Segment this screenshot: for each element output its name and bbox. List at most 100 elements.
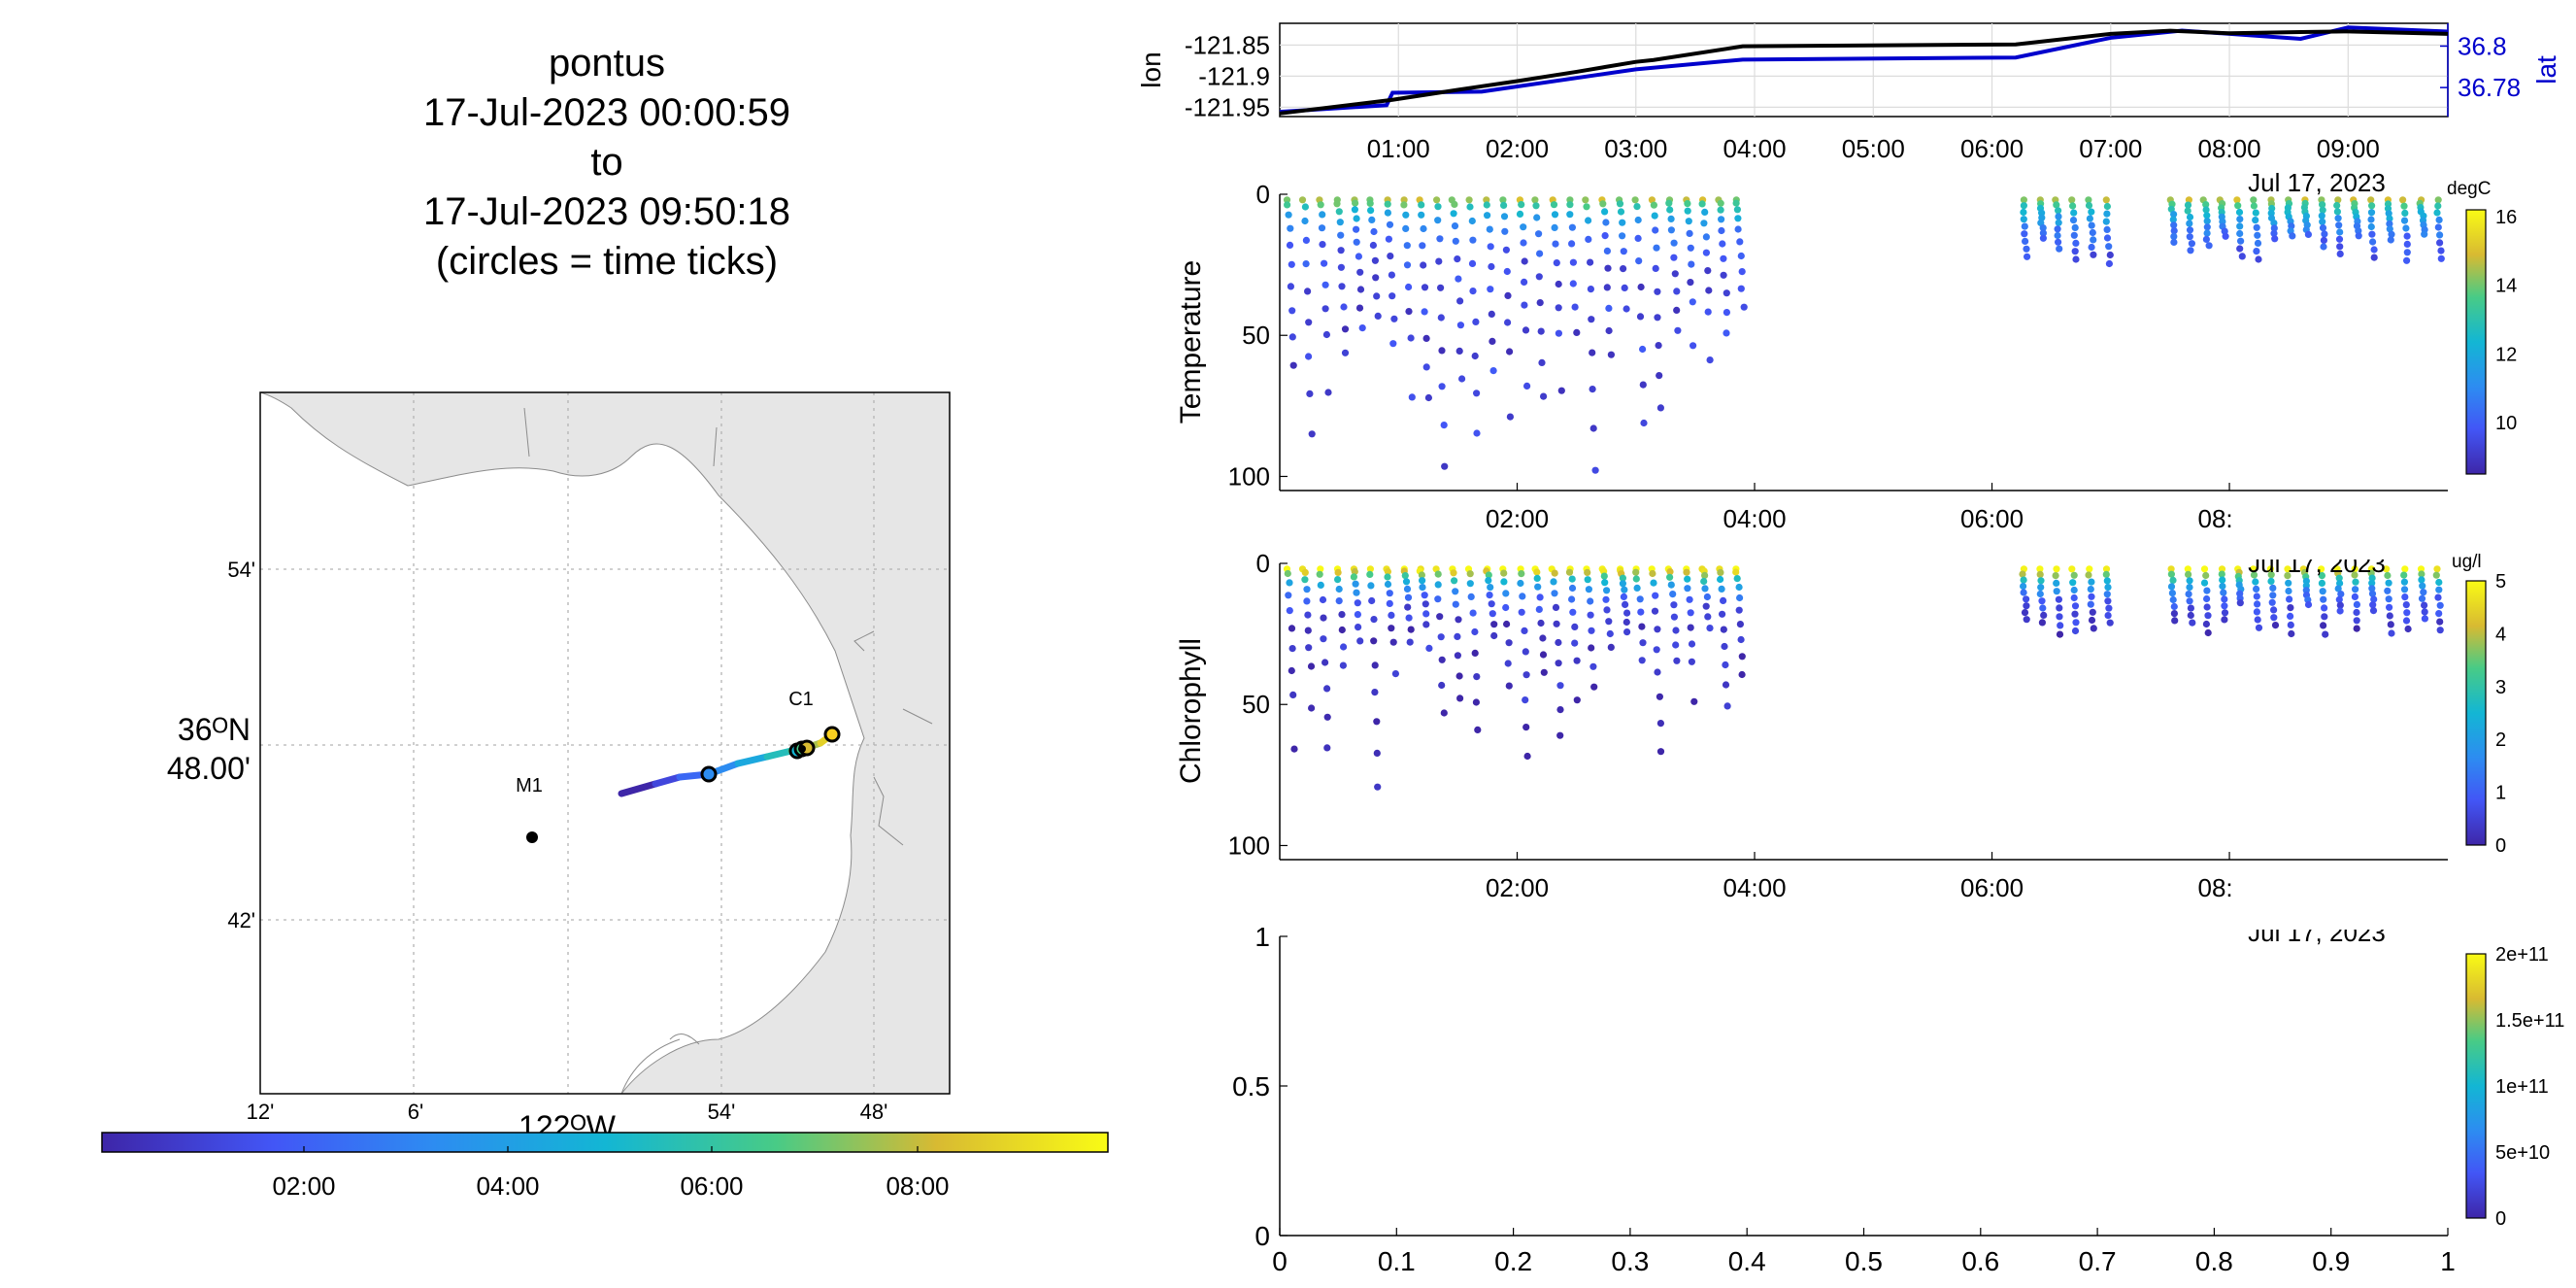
data-point [1469, 236, 1477, 244]
time-tick-circle [823, 726, 841, 743]
data-point [1289, 361, 1297, 369]
data-point [1552, 240, 1559, 248]
data-point [2420, 589, 2427, 596]
data-point [1655, 342, 1662, 350]
data-point [1588, 316, 1595, 323]
mooring-m1-label: M1 [516, 775, 543, 797]
data-point [1556, 706, 1564, 714]
data-point [2103, 225, 2111, 233]
data-point [1539, 634, 1547, 642]
map-grid [260, 392, 950, 1094]
data-point [1502, 246, 1510, 254]
data-point [1355, 624, 1362, 631]
data-point [2368, 202, 2376, 210]
data-point [1319, 211, 1326, 219]
data-point [2221, 602, 2228, 610]
data-point [2320, 236, 2327, 244]
data-point [1308, 704, 1316, 712]
data-point [2437, 247, 2445, 254]
data-point [1438, 347, 1446, 355]
data-point [2353, 625, 2360, 632]
data-point [1389, 340, 1397, 348]
data-point [2352, 586, 2359, 593]
data-point [1341, 349, 1350, 356]
data-point [1568, 575, 1576, 583]
data-point [1673, 288, 1681, 295]
data-point [1333, 200, 1341, 208]
data-point [1501, 227, 1509, 235]
data-point [1702, 249, 1710, 256]
data-point [1601, 208, 1609, 216]
data-point [1667, 581, 1675, 589]
data-point [1305, 319, 1313, 326]
data-point [1533, 214, 1541, 221]
data-point [2319, 206, 2326, 214]
data-point [1407, 334, 1415, 342]
data-point [1603, 284, 1611, 291]
data-point [1466, 580, 1474, 588]
data-point [1587, 611, 1594, 619]
data-point [2170, 211, 2178, 219]
data-point [1651, 212, 1658, 220]
data-point [2402, 601, 2410, 609]
data-point [1683, 568, 1690, 576]
data-point [1582, 196, 1589, 204]
data-point [2037, 584, 2045, 592]
data-point [1405, 283, 1413, 291]
data-point [1420, 224, 1427, 233]
x-tick-label: 06:00 [1960, 873, 2024, 902]
data-point [2184, 207, 2191, 215]
data-point [1632, 575, 1640, 583]
data-point [1623, 628, 1631, 636]
data-point [1419, 584, 1426, 592]
colorbar-tick-label: 1 [2495, 783, 2506, 804]
data-point [2418, 576, 2425, 584]
data-point [2253, 223, 2260, 231]
data-point [1422, 621, 1430, 628]
data-point [2200, 565, 2209, 573]
data-point [2038, 619, 2046, 627]
data-point [1465, 196, 1473, 204]
data-point [1540, 392, 1548, 400]
data-point [2023, 616, 2030, 624]
y2-tick-label: 36.8 [2458, 31, 2507, 60]
data-point [2104, 584, 2112, 592]
data-point [2287, 604, 2294, 612]
data-point [1551, 590, 1558, 597]
data-point [1605, 304, 1613, 312]
data-point [2219, 218, 2226, 225]
data-point [1704, 308, 1712, 316]
data-point [1469, 288, 1477, 295]
data-point [2421, 601, 2428, 609]
data-point [2020, 216, 2027, 223]
empty-panel: 0 0.1 0.2 0.3 0.4 0.5 0.6 0.7 0.8 0.9 100.51 Jul 1… [1232, 918, 2564, 1276]
data-point [1301, 217, 1309, 225]
data-point [1419, 242, 1426, 250]
data-point [1639, 345, 1647, 354]
data-point [2088, 208, 2095, 216]
data-point [1689, 342, 1697, 350]
data-point [1340, 643, 1348, 651]
data-point [1517, 579, 1524, 588]
data-point [1717, 206, 1724, 214]
data-point [1450, 569, 1457, 577]
data-point [1684, 200, 1691, 208]
data-point [1522, 648, 1529, 656]
data-point [1537, 327, 1545, 335]
data-point [1700, 577, 1708, 586]
data-point [2054, 231, 2061, 240]
data-point [2056, 630, 2064, 638]
data-point [2089, 608, 2096, 616]
data-point [1640, 419, 1648, 427]
data-point [1690, 697, 1698, 705]
data-point [2320, 622, 2327, 629]
data-point [2202, 620, 2210, 628]
data-point [1455, 275, 1462, 283]
data-point [2039, 604, 2047, 612]
colorbar-tick-0200: 02:00 [272, 1171, 335, 1201]
data-point [2039, 229, 2047, 237]
data-point [1670, 239, 1678, 247]
data-point [2322, 630, 2329, 638]
data-point [2103, 591, 2111, 598]
